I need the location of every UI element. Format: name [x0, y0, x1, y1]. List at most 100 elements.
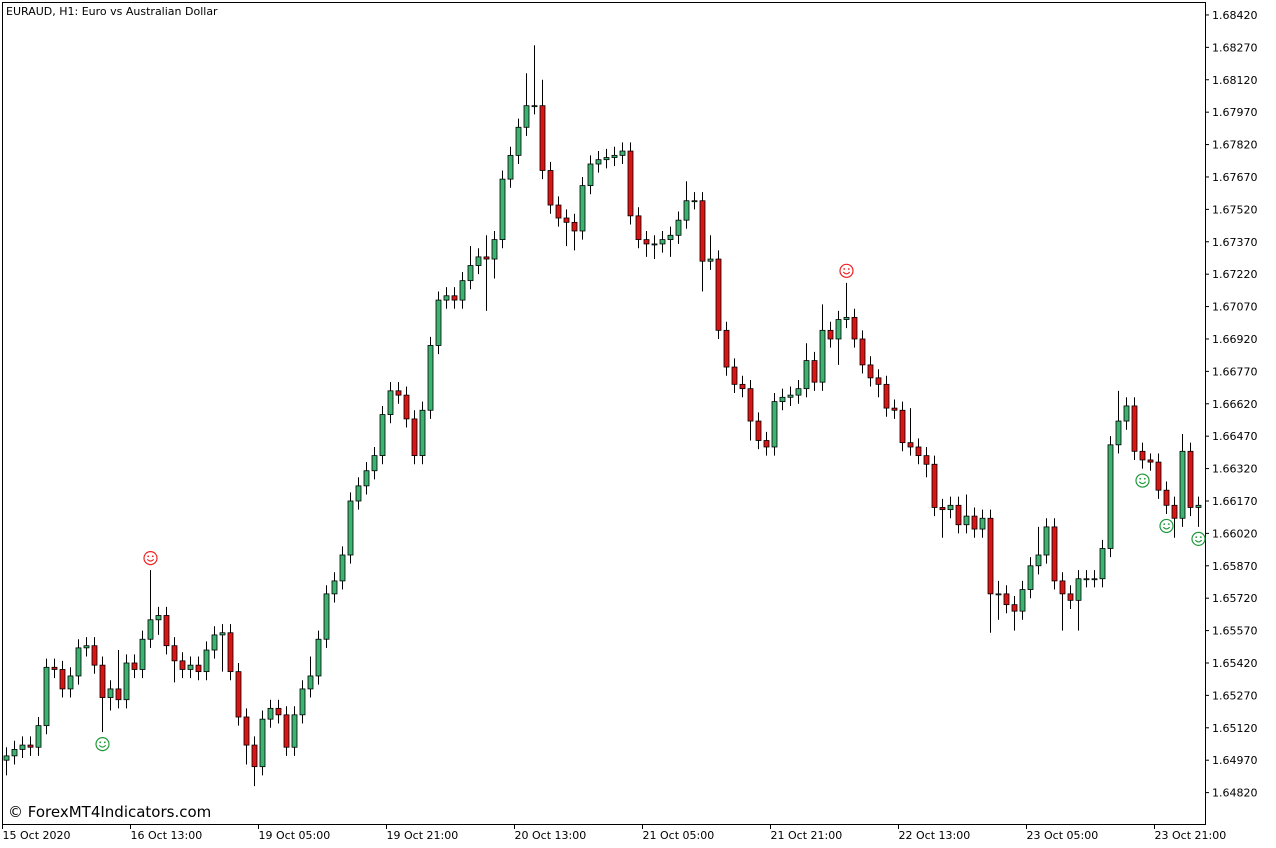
candle-body	[683, 200, 690, 221]
candle-body	[515, 126, 522, 156]
y-tick-label: 1.66170	[1212, 495, 1258, 508]
candle-body	[1187, 450, 1194, 508]
signal-part	[1167, 523, 1170, 526]
candle-body	[579, 185, 586, 232]
chart-title: EURAUD, H1: Euro vs Australian Dollar	[6, 5, 218, 18]
candle-body	[27, 744, 34, 748]
y-tick-label: 1.65870	[1212, 560, 1258, 573]
signal-part	[95, 737, 110, 752]
candle-body	[59, 669, 66, 690]
signal-part	[1138, 481, 1147, 485]
x-tick-label: 15 Oct 2020	[3, 829, 71, 842]
candle-body	[67, 675, 74, 690]
candle-body	[75, 647, 82, 677]
y-tick-label: 1.66920	[1212, 333, 1258, 346]
y-tick-label: 1.66470	[1212, 430, 1258, 443]
candle-body	[1075, 578, 1082, 601]
signal-part	[1194, 539, 1203, 543]
candle-body	[243, 716, 250, 746]
signal-part	[99, 741, 102, 744]
candle-body	[371, 455, 378, 472]
candle-body	[947, 504, 954, 511]
candle-body	[99, 664, 106, 698]
candle-body	[907, 442, 914, 448]
candle-body	[1179, 450, 1186, 519]
y-tick-label: 1.64970	[1212, 754, 1258, 767]
signal-icon	[1159, 518, 1174, 534]
x-tick-label: 23 Oct 21:00	[1155, 829, 1227, 842]
candle-body	[883, 383, 890, 409]
candle-body	[987, 517, 994, 595]
candle-body	[1027, 565, 1034, 590]
candle-body	[555, 204, 562, 219]
candle-body	[355, 485, 362, 502]
candle-body	[227, 632, 234, 673]
signal-part	[1159, 518, 1174, 534]
candle-body	[763, 440, 770, 448]
candle-body	[219, 632, 226, 636]
signal-part	[842, 271, 851, 275]
y-tick-label: 1.65420	[1212, 657, 1258, 670]
candle-body	[411, 418, 418, 457]
candle-body	[123, 662, 130, 701]
candle-body	[475, 256, 482, 266]
signal-part	[1139, 477, 1142, 480]
candle-body	[1051, 526, 1058, 582]
candle-body	[659, 239, 666, 245]
candle-body	[459, 280, 466, 301]
y-tick-label: 1.65570	[1212, 625, 1258, 638]
signal-part	[839, 263, 854, 278]
signal-icon	[95, 737, 110, 752]
signal-part	[1162, 526, 1171, 530]
candle-body	[787, 394, 794, 398]
candle-body	[587, 163, 594, 187]
candle-body	[859, 338, 866, 366]
y-tick-label: 1.66770	[1212, 365, 1258, 378]
candle-body	[635, 215, 642, 241]
candle-body	[1155, 461, 1162, 491]
candle-body	[851, 316, 858, 340]
candle-body	[203, 649, 210, 673]
signal-part	[1163, 523, 1166, 526]
candle-body	[491, 239, 498, 260]
candle-body	[107, 688, 114, 698]
candle-body	[403, 394, 410, 420]
candle-body	[331, 580, 338, 595]
candle-body	[667, 234, 674, 241]
candle-body	[291, 714, 298, 748]
signal-part	[847, 268, 850, 270]
signal-part	[1143, 477, 1146, 480]
signal-icon	[1191, 531, 1206, 547]
candle-body	[1011, 604, 1018, 612]
candle-body	[1123, 405, 1130, 422]
candle-body	[939, 507, 946, 511]
candle-body	[43, 666, 50, 727]
candle-body	[875, 377, 882, 385]
y-tick-label: 1.67370	[1212, 236, 1258, 249]
y-tick-label: 1.67970	[1212, 106, 1258, 119]
y-tick-label: 1.68270	[1212, 41, 1258, 54]
candle-body	[1035, 554, 1042, 567]
candle-body	[955, 504, 962, 526]
signal-part	[1135, 473, 1150, 488]
candle-body	[923, 455, 930, 465]
candle-body	[915, 446, 922, 457]
candle-body	[419, 409, 426, 457]
candle-body	[811, 360, 818, 383]
candle-body	[747, 388, 754, 422]
x-tick-label: 20 Oct 13:00	[515, 829, 587, 842]
candle-body	[339, 554, 346, 582]
candle-body	[435, 299, 442, 346]
candle-body	[819, 329, 826, 383]
candle-body	[1091, 578, 1098, 581]
candle-body	[35, 725, 42, 748]
candle-body	[275, 707, 282, 716]
signal-part	[143, 551, 158, 566]
candle-body	[171, 645, 178, 662]
signal-icon	[1135, 473, 1150, 488]
candle-body	[1099, 548, 1106, 580]
signal-icon	[839, 263, 854, 278]
candle-body	[259, 718, 266, 768]
